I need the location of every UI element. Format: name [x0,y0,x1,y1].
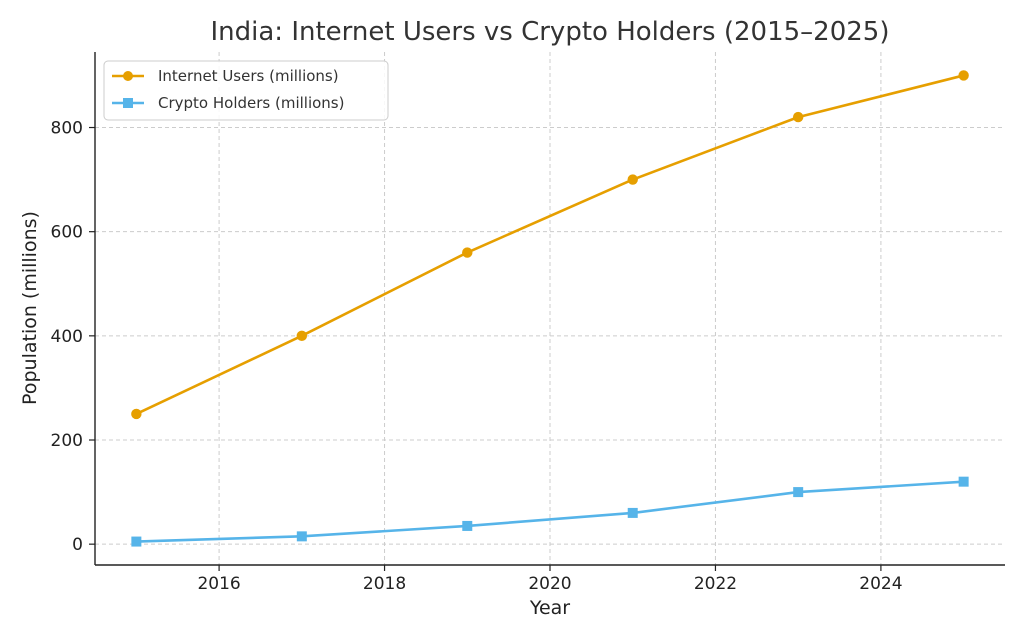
legend-marker [123,71,133,81]
legend-item: Internet Users (millions) [112,67,339,85]
x-tick-label: 2024 [859,574,902,594]
data-point [462,520,473,531]
series-layer [131,70,969,547]
y-tick-label: 600 [51,223,83,243]
y-tick-label: 200 [51,431,83,451]
x-axis-title: Year [529,597,570,619]
y-tick-label: 800 [51,119,83,139]
data-point [958,476,969,487]
x-ticks: 2016 2018 2020 2022 2024 [197,565,903,594]
legend-label: Crypto Holders (millions) [158,94,344,112]
y-axis-title: Population (millions) [19,211,41,405]
data-point [958,70,969,81]
data-point [296,531,307,542]
legend-item: Crypto Holders (millions) [112,94,344,112]
chart-title: India: Internet Users vs Crypto Holders … [210,17,889,47]
legend-label: Internet Users (millions) [158,67,339,85]
x-tick-label: 2018 [363,574,406,594]
series-1 [131,70,969,420]
legend: Internet Users (millions) Crypto Holders … [103,60,389,121]
data-point [131,408,142,420]
grid-lines [95,52,1005,565]
data-point [296,330,308,342]
data-point [793,487,804,498]
legend-box [103,60,389,121]
data-point [627,507,638,518]
x-tick-label: 2016 [197,574,240,594]
y-tick-label: 400 [51,327,83,347]
data-point [462,247,473,258]
x-tick-label: 2020 [528,574,571,594]
y-tick-label: 0 [72,535,83,555]
data-point [792,111,804,123]
series-line [135,74,964,416]
series-2 [131,476,969,547]
y-ticks: 0 200 400 600 800 [51,119,95,555]
legend-marker [123,98,133,108]
data-point [131,536,142,547]
x-tick-label: 2022 [694,574,737,594]
series-line [136,480,964,543]
data-point [627,174,638,185]
